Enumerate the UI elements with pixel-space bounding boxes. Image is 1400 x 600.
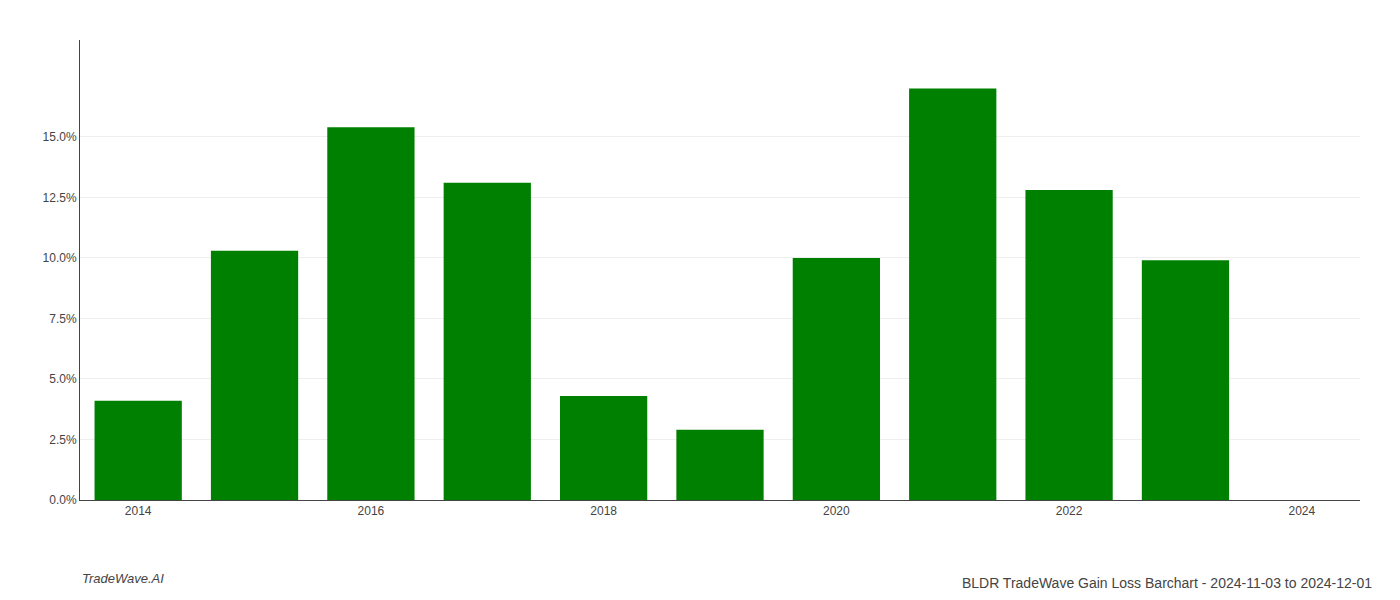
- svg-text:2.5%: 2.5%: [49, 433, 77, 447]
- svg-text:0.0%: 0.0%: [49, 493, 77, 507]
- svg-text:BLDR TradeWave Gain Loss Barch: BLDR TradeWave Gain Loss Barchart - 2024…: [962, 575, 1372, 591]
- svg-text:15.0%: 15.0%: [43, 130, 77, 144]
- svg-text:10.0%: 10.0%: [43, 251, 77, 265]
- svg-text:2016: 2016: [358, 504, 385, 518]
- svg-text:2020: 2020: [823, 504, 850, 518]
- svg-text:TradeWave.AI: TradeWave.AI: [82, 571, 164, 586]
- svg-text:7.5%: 7.5%: [49, 312, 77, 326]
- svg-text:2024: 2024: [1288, 504, 1315, 518]
- svg-text:5.0%: 5.0%: [49, 372, 77, 386]
- svg-text:2014: 2014: [125, 504, 152, 518]
- svg-text:12.5%: 12.5%: [43, 191, 77, 205]
- svg-text:2022: 2022: [1056, 504, 1083, 518]
- svg-text:2018: 2018: [590, 504, 617, 518]
